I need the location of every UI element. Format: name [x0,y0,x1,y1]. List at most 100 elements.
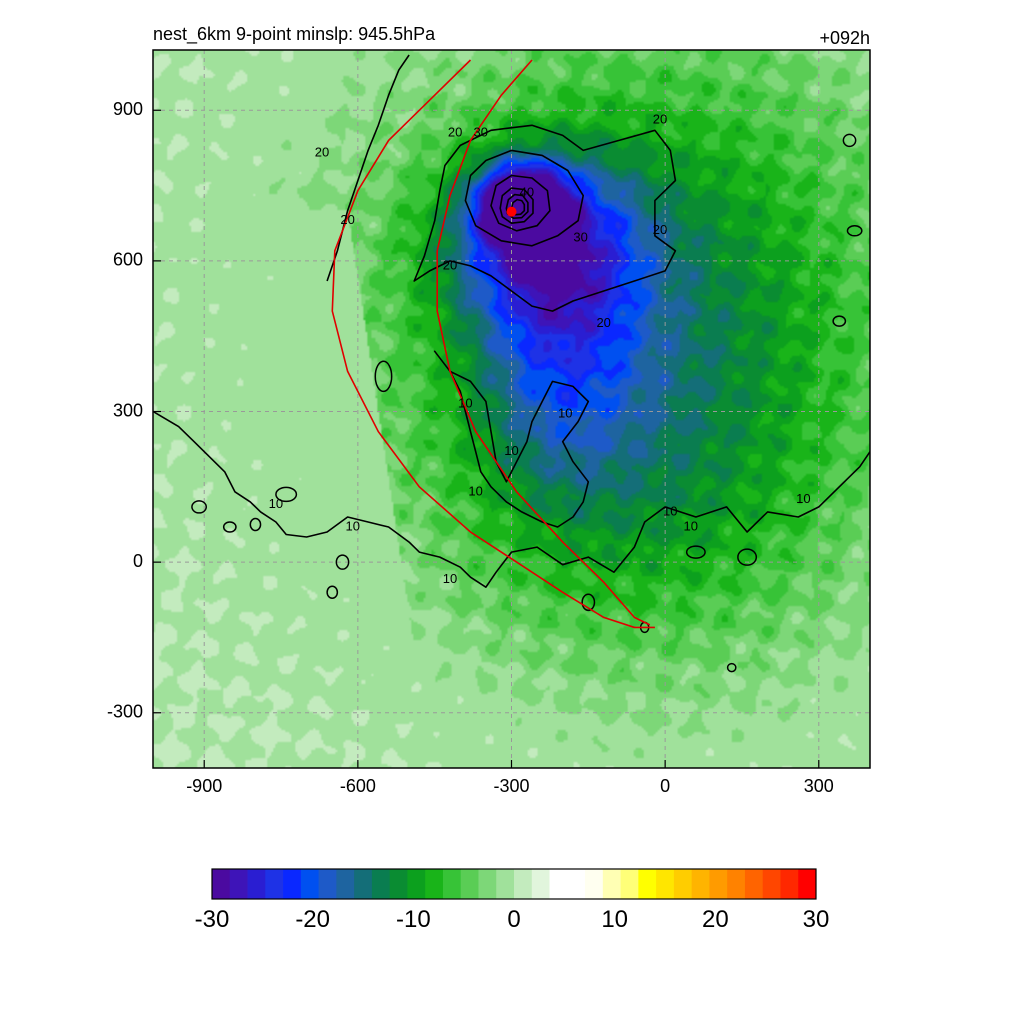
colorbar-tick-label: -20 [295,906,330,933]
colorbar-swatch [496,869,515,899]
colorbar-swatch [425,869,444,899]
contour-eyewall-1 [499,187,534,224]
x-axis-ticks: -900 -600 -300 0 300 [186,760,834,796]
small-contour [685,545,706,559]
small-contour [846,224,863,237]
track-inner [436,59,651,626]
contour-label: 30 [573,230,587,245]
red-tracks [331,59,655,629]
contour-label: 10 [663,503,677,518]
colorbar-swatch [798,869,817,899]
small-contour [737,548,758,566]
plot-area: 20 20 20 30 40 30 20 20 20 20 10 10 10 10 10 10 10 10 10 10 [153,50,870,768]
contour-label: 20 [653,222,667,237]
colorbar-swatch [531,869,550,899]
small-contour [832,315,847,327]
storm-center-dot [506,206,517,217]
small-contour [374,360,393,393]
contour-label: 10 [458,395,472,410]
small-contour [249,517,262,532]
colorbar-swatch [620,869,639,899]
colorbar-swatch [407,869,426,899]
colorbar-swatch [354,869,373,899]
colorbar-swatch [780,869,799,899]
contour-label: 20 [315,144,329,159]
colorbar-swatch [744,869,764,899]
chart-title: nest_6km 9-point minslp: 945.5hPa [153,24,436,45]
heatmap-field [153,50,870,768]
storm-center-marker [506,206,517,217]
y-tick-label: 600 [113,250,143,270]
contour-labels: 20 20 20 30 40 30 20 20 20 20 10 10 10 10 10 10 10 10 10 10 [269,112,811,586]
colorbar-tick-label: 0 [507,906,520,933]
colorbar-swatch [478,869,497,899]
x-tick-label: -900 [186,776,222,796]
colorbar-swatch [336,869,355,899]
contour-label: 20 [596,315,610,330]
colorbar-tick-label: 20 [702,906,729,933]
contour-40 [490,174,551,232]
colorbar-swatch [709,869,728,899]
y-tick-label: 900 [113,99,143,119]
contour-label: 40 [520,185,534,200]
contour-label: 10 [504,443,518,458]
contour-label: 10 [684,518,698,533]
colorbar-swatch [371,869,391,899]
x-tick-label: -600 [340,776,376,796]
contour-label: 20 [340,212,354,227]
small-contour [275,486,298,503]
y-tick-label: -300 [107,702,143,722]
colorbar-swatch [300,869,319,899]
small-contour [191,500,208,514]
colorbar-swatch [656,869,675,899]
contour-label: 30 [474,124,488,139]
colorbar-swatch [602,869,621,899]
contour-20-west [326,54,410,282]
colorbar-swatch [247,869,266,899]
contour-20-outer [413,124,677,312]
y-tick-label: 300 [113,400,143,420]
contour-label: 20 [448,124,462,139]
small-contour [326,585,339,600]
contour-label: 10 [443,571,457,586]
colorbar-tick-label: -30 [195,906,230,933]
colorbar-swatch [762,869,781,899]
colorbar-swatch [389,869,408,899]
y-tick-label: 0 [133,551,143,571]
colorbar-swatch [212,869,231,899]
colorbar-swatch [460,869,479,899]
x-tick-label: 300 [804,776,834,796]
colorbar-swatch [673,869,693,899]
colorbar-swatch [567,869,586,899]
colorbar-frame [211,868,817,900]
colorbar-swatch [727,869,746,899]
colorbar-tick-label: 10 [601,906,628,933]
colorbar-tick-label: -10 [396,906,431,933]
colorbar-swatch [585,869,604,899]
contour-label: 10 [468,483,482,498]
colorbar-swatch [265,869,284,899]
colorbar-swatch [691,869,710,899]
small-contour [842,133,857,148]
contour-label: 20 [443,257,457,272]
colorbar-swatch [514,869,533,899]
small-contour [222,521,237,533]
small-contour [581,593,596,612]
small-contour [726,662,737,673]
x-tick-label: 0 [660,776,670,796]
colorbar-swatch [442,869,462,899]
colorbar-tick-label: 30 [803,906,830,933]
y-axis-ticks: -300 0 300 600 900 [107,99,161,722]
colorbar [211,868,817,900]
contour-label: 10 [346,518,360,533]
colorbar-swatch [549,869,568,899]
small-contour [335,554,350,570]
contour-label: 10 [558,405,572,420]
contour-label: 10 [269,496,283,511]
forecast-hour-label: +092h [819,28,870,48]
colorbar-swatch [283,869,302,899]
contour-label: 10 [796,491,810,506]
colorbar-ticks: -30 -20 -10 0 10 20 30 [195,906,830,933]
contour-label: 20 [653,112,667,127]
